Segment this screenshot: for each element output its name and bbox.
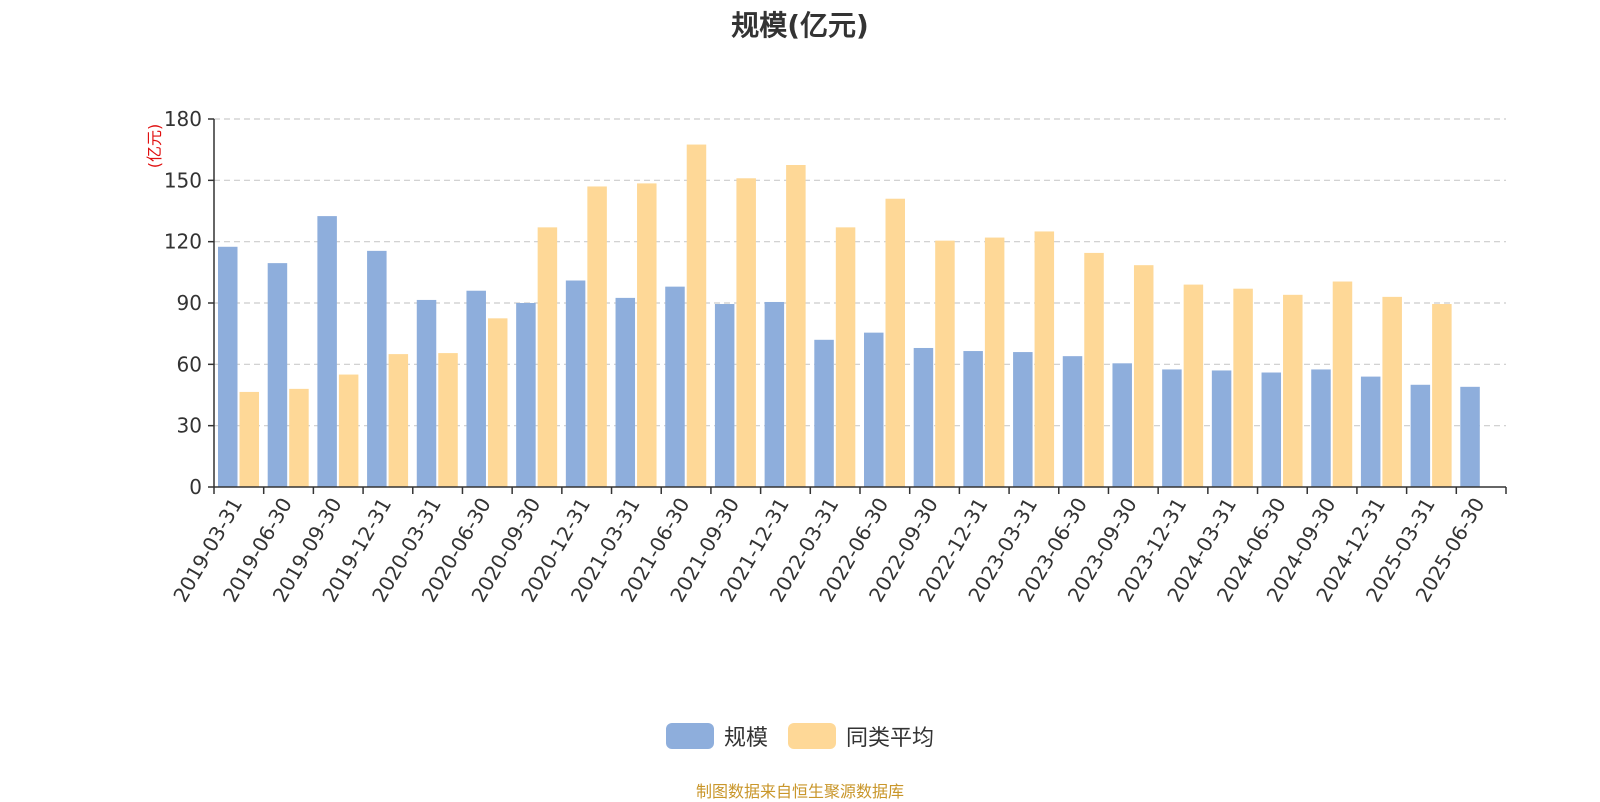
bar-peer-average[interactable] — [1382, 296, 1402, 487]
bar-scale[interactable] — [416, 299, 437, 487]
bar-peer-average[interactable] — [736, 178, 756, 488]
bar-peer-average[interactable] — [487, 318, 508, 487]
bar-scale[interactable] — [913, 347, 934, 487]
bar-peer-average[interactable] — [438, 353, 458, 487]
source-note: 制图数据来自恒生聚源数据库 — [695, 782, 904, 801]
bar-peer-average[interactable] — [885, 198, 906, 487]
bar-scale[interactable] — [1013, 352, 1033, 487]
bar-scale[interactable] — [963, 351, 983, 487]
bar-scale[interactable] — [466, 290, 486, 487]
bar-peer-average[interactable] — [1034, 231, 1055, 487]
bar-peer-average[interactable] — [1133, 265, 1154, 487]
legend-label-peer-average: 同类平均 — [846, 726, 935, 751]
y-tick-label: 60 — [177, 352, 202, 376]
bar-scale[interactable] — [317, 216, 337, 487]
y-tick-label: 30 — [177, 414, 202, 438]
bar-scale[interactable] — [714, 304, 735, 487]
bar-scale[interactable] — [814, 339, 834, 487]
bar-scale[interactable] — [665, 286, 685, 487]
bar-scale[interactable] — [615, 297, 636, 487]
bar-series — [218, 144, 1480, 488]
legend-item-peer-average[interactable]: 同类平均 — [788, 720, 934, 752]
bar-scale[interactable] — [1162, 369, 1182, 487]
bar-peer-average[interactable] — [587, 186, 607, 487]
bar-scale[interactable] — [565, 280, 586, 487]
bar-scale[interactable] — [764, 301, 785, 487]
bar-peer-average[interactable] — [984, 237, 1005, 487]
bar-peer-average[interactable] — [388, 354, 409, 487]
bar-peer-average[interactable] — [289, 388, 309, 487]
legend-swatch-scale — [665, 723, 714, 749]
legend-swatch-peer-average — [788, 723, 836, 749]
bar-peer-average[interactable] — [686, 144, 707, 488]
bar-peer-average[interactable] — [1183, 284, 1204, 487]
bar-scale[interactable] — [1311, 369, 1331, 487]
y-tick-label: 150 — [164, 168, 202, 192]
bar-scale[interactable] — [218, 246, 238, 487]
legend: 规模 同类平均 — [0, 720, 1600, 752]
chart-title: 规模(亿元) — [731, 9, 869, 42]
bar-scale[interactable] — [1261, 372, 1282, 487]
bar-scale[interactable] — [864, 332, 884, 487]
bar-peer-average[interactable] — [835, 227, 856, 487]
y-tick-label: 180 — [164, 107, 202, 131]
y-tick-label: 0 — [189, 475, 202, 499]
bar-scale[interactable] — [267, 263, 288, 487]
bar-scale[interactable] — [1211, 370, 1232, 487]
y-axis-unit-label: (亿元) — [145, 124, 164, 169]
bar-peer-average[interactable] — [637, 183, 657, 487]
legend-label-scale: 规模 — [723, 726, 768, 751]
bar-peer-average[interactable] — [338, 374, 359, 487]
axes: 03060901201501802019-03-312019-06-302019… — [164, 107, 1507, 606]
bar-scale[interactable] — [1360, 376, 1381, 487]
bar-peer-average[interactable] — [786, 165, 806, 487]
bar-chart: 03060901201501802019-03-312019-06-302019… — [145, 107, 1507, 606]
bar-scale[interactable] — [516, 303, 536, 487]
bar-peer-average[interactable] — [537, 227, 558, 487]
bar-peer-average[interactable] — [1432, 304, 1452, 487]
bar-scale[interactable] — [1410, 384, 1431, 487]
legend-item-scale[interactable]: 规模 — [665, 720, 768, 752]
bar-scale[interactable] — [1112, 363, 1132, 487]
y-tick-label: 90 — [177, 291, 202, 315]
y-tick-label: 120 — [164, 230, 202, 254]
bar-scale[interactable] — [367, 250, 387, 487]
bar-peer-average[interactable] — [1283, 294, 1303, 487]
bar-scale[interactable] — [1460, 386, 1480, 487]
bar-peer-average[interactable] — [1233, 288, 1253, 487]
bar-peer-average[interactable] — [1084, 252, 1104, 487]
bar-peer-average[interactable] — [1332, 281, 1353, 487]
bar-scale[interactable] — [1062, 356, 1083, 487]
bar-peer-average[interactable] — [239, 391, 260, 487]
bar-peer-average[interactable] — [935, 240, 955, 487]
